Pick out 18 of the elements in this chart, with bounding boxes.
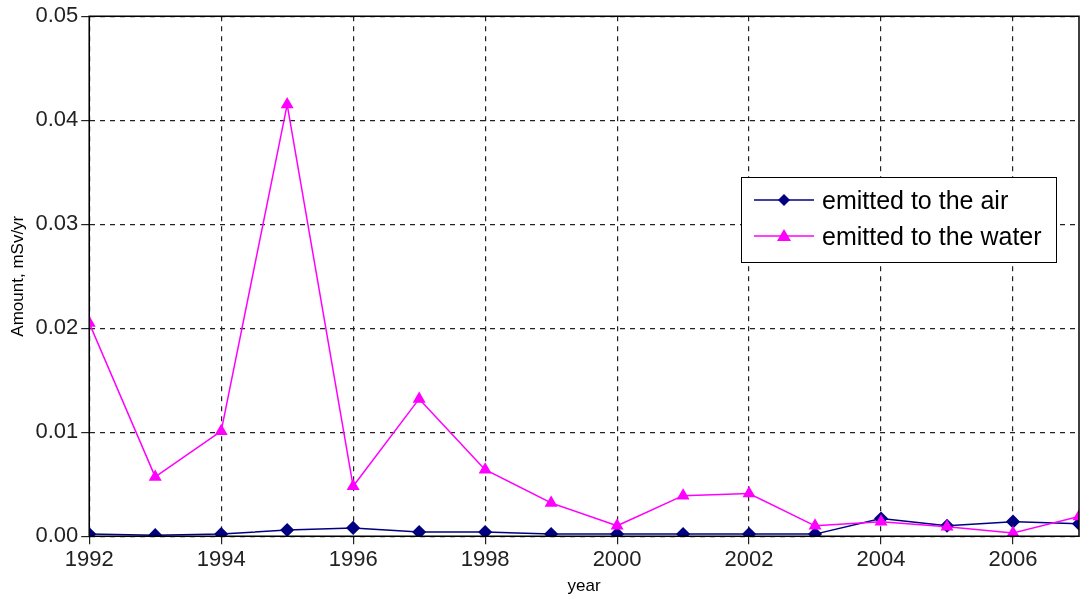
x-axis-title: year	[567, 576, 601, 596]
y-tick-label: 0.01	[35, 418, 79, 444]
x-tick-label: 1996	[328, 546, 378, 572]
legend-label: emitted to the air	[822, 185, 1009, 215]
x-tick-label: 1992	[64, 546, 114, 572]
y-tick-label: 0.04	[35, 106, 79, 132]
y-tick-label: 0.02	[35, 314, 79, 340]
y-tick-label: 0.00	[35, 522, 79, 548]
x-tick-label: 1994	[196, 546, 246, 572]
y-tick-label: 0.03	[35, 210, 79, 236]
x-tick-label: 2006	[988, 546, 1038, 572]
x-tick-label: 2000	[592, 546, 642, 572]
x-tick-label: 2002	[724, 546, 774, 572]
x-tick-label: 2004	[856, 546, 906, 572]
legend-label: emitted to the water	[822, 221, 1042, 251]
y-axis-title: Amount, mSv/yr	[7, 215, 27, 337]
x-tick-label: 1998	[460, 546, 510, 572]
y-tick-label: 0.05	[35, 2, 79, 28]
